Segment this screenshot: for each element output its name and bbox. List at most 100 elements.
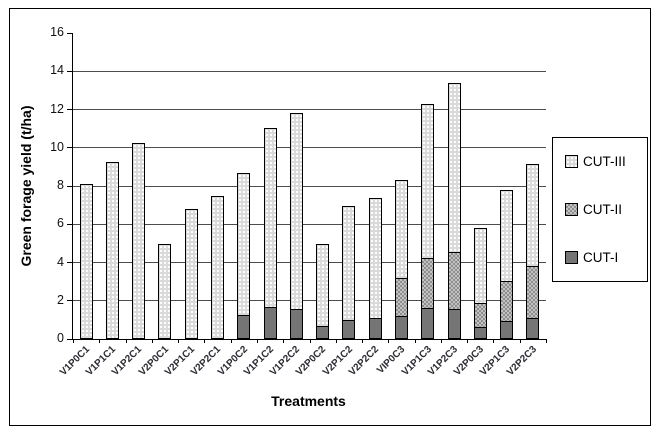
bar-segment-cut-i [447,309,461,339]
bar-stack [73,184,99,339]
x-axis-tick-mark [125,339,127,343]
y-axis-tick-mark [67,223,73,225]
bar-segment-cut-ii [500,280,514,322]
bar-segment-cut-iii [79,184,93,339]
y-axis-tick-mark [67,300,73,302]
bar-stack [415,103,441,339]
bar-stack [388,180,414,339]
y-axis-tick-mark [67,109,73,110]
y-tick-label: 6 [57,216,64,231]
bar-segment-cut-iii [395,180,409,279]
bar-stack [231,172,257,339]
gridline [73,70,546,72]
x-axis-tick-mark [283,339,285,343]
legend-item-cut-iii: CUT-III [565,154,647,169]
bar-stack [257,127,283,339]
bar-segment-cut-iii [237,172,251,317]
bar-segment-cut-iii [421,103,435,259]
bar-segment-cut-iii [473,228,487,304]
bar-stack [494,189,520,339]
bar-segment-cut-ii [395,277,409,318]
bar-segment-cut-i [263,306,277,339]
bar-segment-cut-ii [473,302,487,328]
legend-item-cut-ii: CUT-II [565,202,647,217]
bar-segment-cut-iii [447,82,461,254]
bar-stack [178,208,204,339]
bar-segment-cut-i [500,320,514,339]
y-axis-tick-mark [67,338,73,340]
x-axis-tick-mark [256,339,258,343]
legend-swatch-cut-iii [565,155,578,169]
bar-segment-cut-iii [263,127,277,308]
x-axis-tick-mark [151,339,153,343]
bar-segment-cut-iii [500,189,514,282]
bar-segment-cut-iii [105,162,119,339]
bar-stack [520,164,546,339]
bar-segment-cut-iii [316,244,330,327]
bar-segment-cut-i [316,325,330,339]
x-axis-tick-mark [99,339,101,343]
bar-segment-cut-i [237,315,251,339]
x-axis-tick-mark [519,339,521,343]
y-axis-tick-mark [67,262,73,263]
bar-segment-cut-iii [526,164,540,268]
bar-stack [362,197,388,339]
bar-segment-cut-i [473,326,487,339]
bar-segment-cut-iii [158,244,172,339]
y-tick-label: 4 [57,254,64,269]
bar-stack [152,244,178,339]
y-tick-label: 2 [57,292,64,307]
y-axis-tick-mark [67,185,73,187]
y-tick-label: 0 [57,331,64,345]
bar-segment-cut-iii [211,195,225,339]
y-tick-label: 14 [50,63,64,78]
legend-label-cut-i: CUT-I [583,249,619,265]
y-tick-label: 10 [50,139,64,154]
bar-stack [441,82,467,339]
x-axis-tick-mark [414,339,416,343]
legend-swatch-cut-i [565,250,578,264]
x-axis-labels: V1P0C1 V1P1C1 V1P2C1 V2P0C1 V2P1C1 V2P2C1 V1P0… [58,339,546,399]
bar-segment-cut-iii [184,208,198,339]
bar-stack [204,195,230,339]
gridline [73,300,546,302]
bar-stack [283,113,309,339]
bar-segment-cut-ii [447,252,461,311]
bar-segment-cut-i [342,319,356,339]
x-axis-tick-mark [388,339,390,343]
y-axis-tick-mark [67,32,73,34]
y-tick-label: 8 [57,178,64,192]
bar-segment-cut-i [289,309,303,339]
bar-segment-cut-i [526,317,540,339]
legend-box: CUT-III CUT-II CUT-I [552,137,648,282]
bar-segment-cut-iii [289,113,303,311]
x-axis-title: Treatments [271,393,346,409]
gridline [73,262,546,263]
bar-segment-cut-i [421,308,435,339]
bar-series-area [73,33,546,339]
x-axis-tick-mark [230,339,232,343]
x-axis-tick-mark [309,339,311,343]
legend-label-cut-ii: CUT-II [583,201,622,217]
x-axis-tick-mark [546,339,547,343]
gridline [73,147,546,149]
legend-swatch-cut-ii [565,202,578,216]
x-axis-tick-mark [440,339,442,343]
bar-segment-cut-ii [526,266,540,319]
x-axis-tick-mark [73,339,74,343]
bar-stack [126,142,152,339]
bar-segment-cut-iii [132,142,146,339]
bar-segment-cut-i [368,317,382,339]
x-axis-tick-mark [204,339,206,343]
x-axis-tick-mark [178,339,180,343]
bar-stack [310,244,336,339]
gridline [73,109,546,110]
x-axis-tick-mark [493,339,495,343]
bar-segment-cut-iii [342,206,356,321]
bar-segment-cut-iii [368,197,382,319]
legend-label-cut-iii: CUT-III [583,154,626,170]
bar-segment-cut-ii [421,257,435,310]
bar-segment-cut-i [395,316,409,339]
x-axis-tick-mark [362,339,364,343]
